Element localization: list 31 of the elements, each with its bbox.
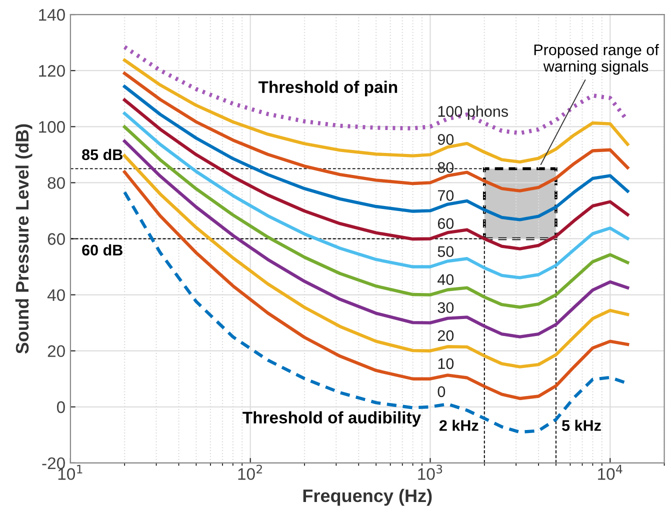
y-tick-label: 80 <box>48 177 65 189</box>
y-tick-label: 20 <box>48 345 65 358</box>
y-tick-label: 140 <box>39 8 65 21</box>
series-label: 90 <box>438 134 454 145</box>
series-label: 70 <box>438 190 454 201</box>
series-label: 40 <box>438 274 454 286</box>
x-tick-label: 10$^{4}$ <box>598 464 622 480</box>
series-label: 30 <box>438 302 454 314</box>
annotation: Threshold of audibility <box>242 411 422 427</box>
ref-line-label: 60 dB <box>82 244 122 256</box>
series-label: 80 <box>438 162 454 173</box>
series-label: 100 phons <box>438 106 508 120</box>
x-tick-label: 10$^{3}$ <box>418 464 442 480</box>
ref-line-label: 85 dB <box>82 148 122 160</box>
ref-line-label: 2 kHz <box>439 420 478 431</box>
x-tick-label: 10$^{2}$ <box>238 464 262 480</box>
annotation: Proposed range of warning signals <box>534 44 659 75</box>
ref-line-label: 5 kHz <box>562 420 601 431</box>
y-tick-label: 120 <box>39 64 65 77</box>
series-label: 20 <box>438 330 454 342</box>
x-axis-title: Frequency (Hz) <box>303 488 432 506</box>
series-label: 50 <box>438 246 454 257</box>
y-axis-title: Sound Pressure Level (dB) <box>15 124 32 354</box>
y-tick-label: 40 <box>47 289 65 301</box>
series-label: 60 <box>438 218 454 229</box>
y-tick-label: 60 <box>48 233 65 245</box>
y-tick-label: 100 <box>39 121 65 133</box>
series-label: 0 <box>438 386 446 398</box>
annotation: Threshold of pain <box>258 80 398 96</box>
series-label: 10 <box>438 358 454 370</box>
y-tick-label: 0 <box>56 401 65 414</box>
